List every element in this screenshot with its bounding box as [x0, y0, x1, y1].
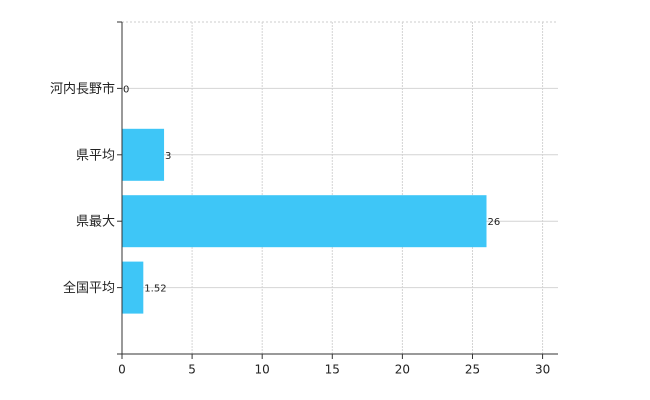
x-tick-label: 15	[325, 363, 340, 377]
x-tick-label: 0	[118, 363, 126, 377]
bar	[122, 128, 165, 181]
value-label: 3	[165, 151, 171, 162]
x-tick-label: 5	[188, 363, 196, 377]
y-tick-label: 河内長野市	[50, 81, 115, 97]
value-label: 0	[123, 84, 129, 95]
y-tick-label: 県平均	[76, 148, 115, 163]
x-tick-label: 30	[535, 363, 550, 377]
x-tick-label: 20	[395, 363, 410, 377]
x-tick-label: 10	[255, 363, 270, 377]
value-label: 26	[488, 217, 501, 228]
bar	[122, 261, 144, 314]
y-tick-label: 県最大	[76, 215, 115, 230]
value-label: 1.52	[144, 284, 166, 295]
y-tick-label: 全国平均	[63, 280, 115, 296]
bar	[122, 195, 487, 248]
x-tick-label: 25	[465, 363, 480, 377]
